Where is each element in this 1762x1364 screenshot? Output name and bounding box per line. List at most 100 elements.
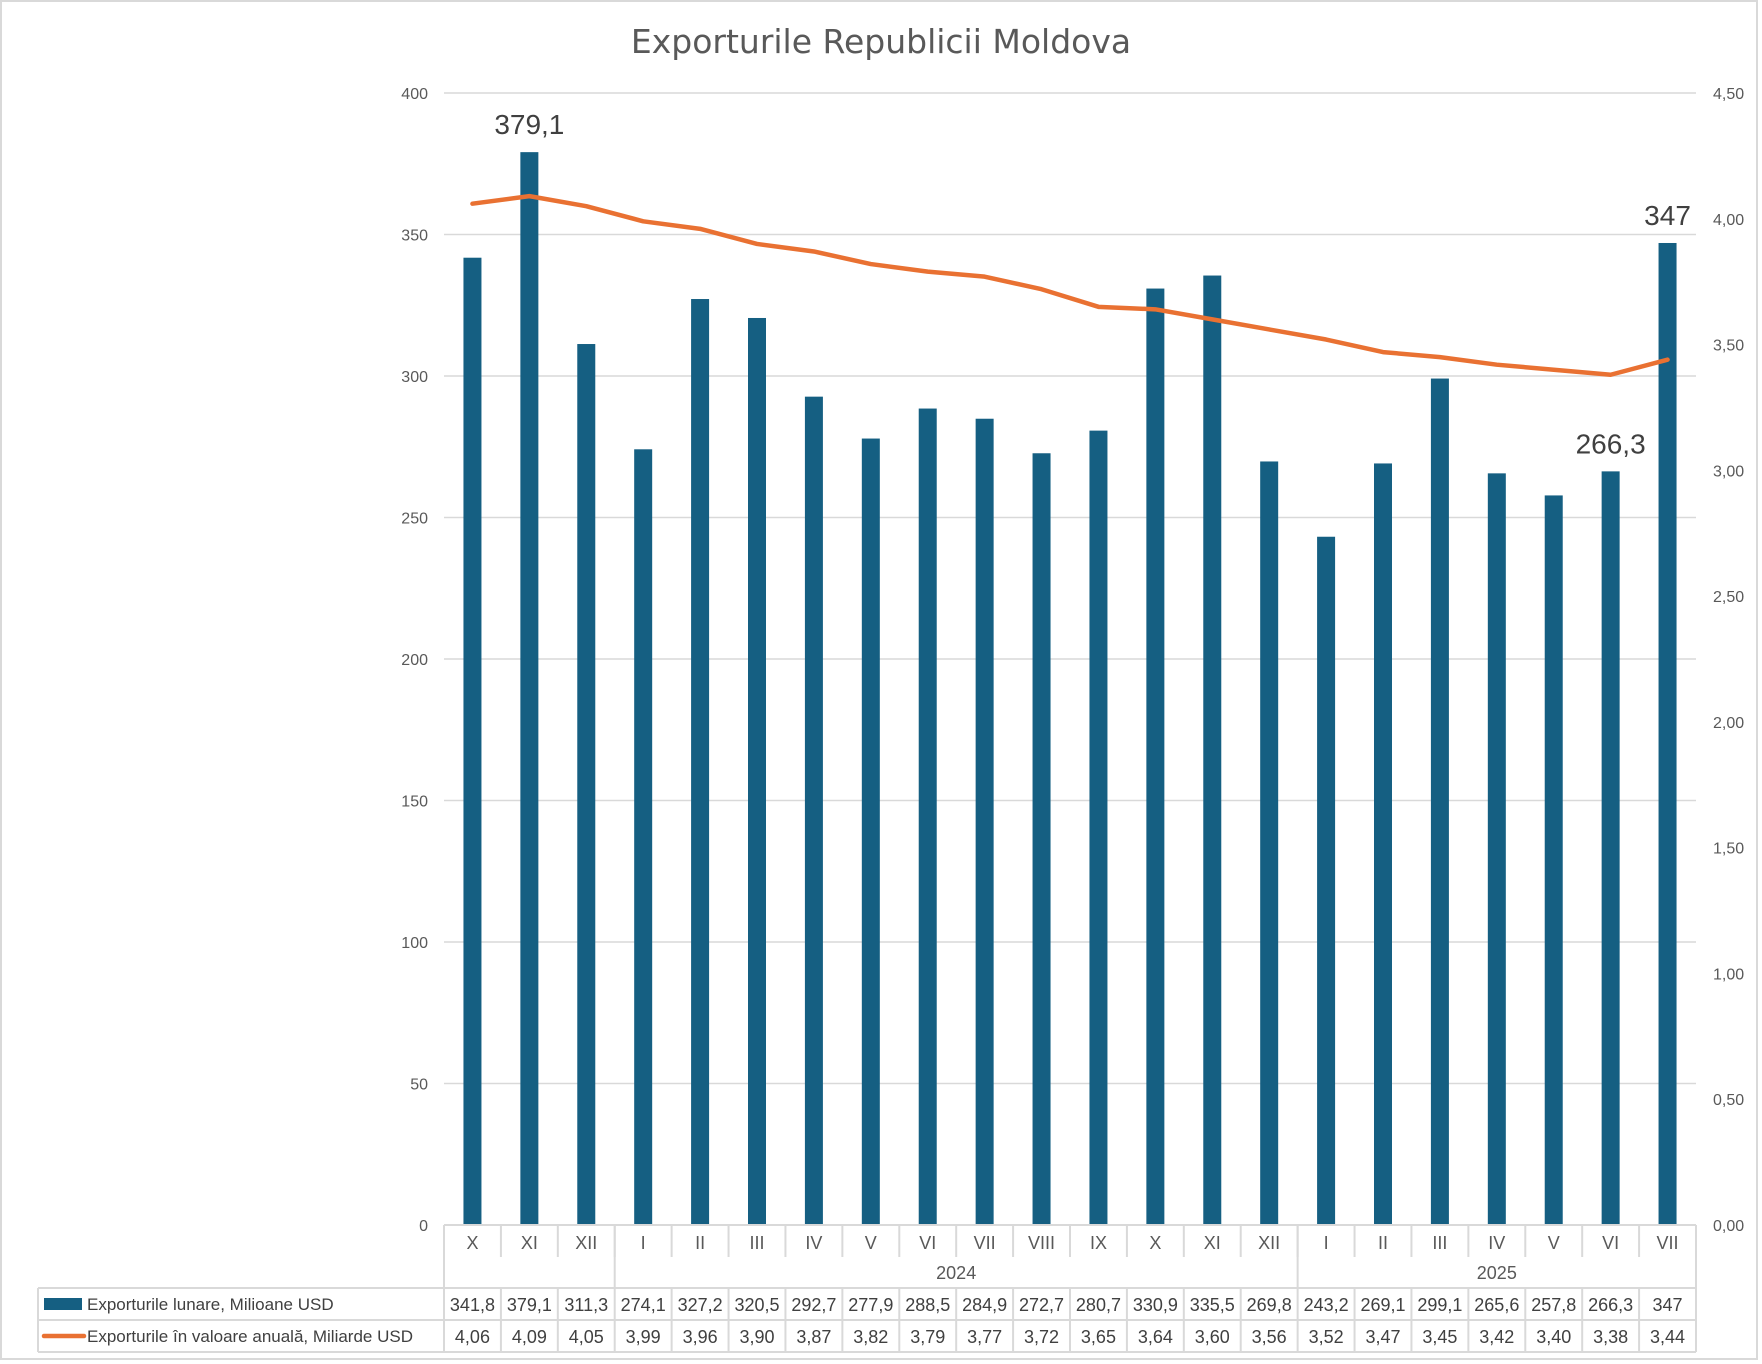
bar xyxy=(1430,378,1449,1225)
table-cell-line-value: 3,79 xyxy=(910,1327,945,1347)
bar-series xyxy=(463,152,1677,1226)
bar xyxy=(463,257,482,1225)
bar xyxy=(577,344,596,1225)
category-label: IV xyxy=(805,1233,822,1253)
line-path xyxy=(470,193,1670,377)
table-cell-bar-value: 265,6 xyxy=(1474,1295,1519,1315)
category-label: IX xyxy=(1090,1233,1107,1253)
category-label: XI xyxy=(1204,1233,1221,1253)
category-label: XII xyxy=(1258,1233,1280,1253)
table-cell-bar-value: 320,5 xyxy=(734,1295,779,1315)
bar xyxy=(1374,463,1392,1225)
right-axis-tick-label: 3,00 xyxy=(1713,463,1744,480)
right-axis-tick-label: 0,50 xyxy=(1713,1092,1744,1109)
right-axis-ticks: 0,00 0,50 1,00 1,50 2,00 2,50 3,00 3,50 4,00 4,50 xyxy=(1713,86,1744,1235)
table-cell-line-value: 3,99 xyxy=(626,1327,661,1347)
category-label: III xyxy=(1432,1233,1447,1253)
category-label: V xyxy=(1548,1233,1560,1253)
bar xyxy=(1203,275,1222,1225)
table-cell-line-value: 3,90 xyxy=(739,1327,774,1347)
table-cell-line-value: 3,60 xyxy=(1195,1327,1230,1347)
category-label: VII xyxy=(1657,1233,1679,1253)
category-label: VII xyxy=(974,1233,996,1253)
right-axis-tick-label: 3,50 xyxy=(1713,338,1744,355)
table-cell-bar-value: 292,7 xyxy=(791,1295,836,1315)
category-label: VIII xyxy=(1028,1233,1055,1253)
table-cell-line-value: 3,82 xyxy=(853,1327,888,1347)
table-cell-line-value: 3,38 xyxy=(1593,1327,1628,1347)
category-label: VI xyxy=(1602,1233,1619,1253)
table-cell-line-value: 3,87 xyxy=(796,1327,831,1347)
legend-label-line: Exporturile în valoare anuală, Miliarde … xyxy=(87,1327,413,1346)
table-cell-bar-value: 311,3 xyxy=(564,1295,608,1315)
table-cell-bar-value: 269,1 xyxy=(1360,1295,1405,1315)
bar xyxy=(1146,288,1165,1226)
legend-label-bars: Exporturile lunare, Milioane USD xyxy=(87,1295,334,1314)
category-label: IV xyxy=(1488,1233,1505,1253)
table-cell-bar-value: 266,3 xyxy=(1588,1295,1633,1315)
bar xyxy=(975,418,994,1225)
left-axis-tick-label: 0 xyxy=(419,1218,428,1235)
bar xyxy=(1487,473,1506,1225)
left-axis-ticks: 0 50 100 150 200 250 300 350 400 xyxy=(401,86,428,1235)
left-axis-tick-label: 250 xyxy=(401,511,428,528)
data-labels: 379,1 266,3 347 xyxy=(494,109,1691,459)
left-axis-tick-label: 300 xyxy=(401,369,428,386)
table-cell-bar-value: 330,9 xyxy=(1133,1295,1178,1315)
right-axis-tick-label: 1,50 xyxy=(1713,841,1744,858)
right-axis-tick-label: 4,00 xyxy=(1713,212,1744,229)
bar xyxy=(1089,430,1108,1225)
right-axis-tick-label: 2,50 xyxy=(1713,589,1744,606)
category-label: XI xyxy=(521,1233,538,1253)
table-cell-bar-value: 288,5 xyxy=(905,1295,950,1315)
table-cell-line-value: 3,42 xyxy=(1479,1327,1514,1347)
bar xyxy=(634,449,653,1225)
table-cell-bar-value: 257,8 xyxy=(1531,1295,1576,1315)
category-label: II xyxy=(1378,1233,1388,1253)
bar xyxy=(520,152,539,1226)
left-axis-tick-label: 200 xyxy=(401,652,428,669)
table-cell-bar-value: 284,9 xyxy=(962,1295,1007,1315)
bar xyxy=(691,299,710,1225)
right-axis-tick-label: 0,00 xyxy=(1713,1218,1744,1235)
bar xyxy=(861,438,880,1226)
table-cell-line-value: 4,06 xyxy=(455,1327,490,1347)
legend-key-bar xyxy=(44,1298,82,1310)
table-cell-bar-value: 277,9 xyxy=(848,1295,893,1315)
table-cell-line-value: 3,64 xyxy=(1138,1327,1173,1347)
table-cell-bar-value: 243,2 xyxy=(1304,1295,1349,1315)
bar xyxy=(1260,461,1279,1225)
category-label: II xyxy=(695,1233,705,1253)
left-axis-tick-label: 400 xyxy=(401,86,428,103)
table-cell-bar-value: 379,1 xyxy=(507,1295,552,1315)
table-cell-bar-value: 274,1 xyxy=(621,1295,666,1315)
table-cell-bar-value: 327,2 xyxy=(678,1295,723,1315)
bar xyxy=(1317,536,1336,1225)
table-cell-bar-value: 335,5 xyxy=(1190,1295,1235,1315)
table-cell-line-value: 3,56 xyxy=(1252,1327,1287,1347)
year-label: 2025 xyxy=(1477,1263,1517,1283)
bar xyxy=(1032,453,1051,1225)
left-axis-tick-label: 150 xyxy=(401,794,428,811)
category-label: VI xyxy=(919,1233,936,1253)
left-axis-tick-label: 100 xyxy=(401,935,428,952)
table-cell-line-value: 4,05 xyxy=(569,1327,604,1347)
right-axis-tick-label: 1,00 xyxy=(1713,966,1744,983)
bar xyxy=(804,396,823,1225)
table-cell-line-value: 3,44 xyxy=(1650,1327,1685,1347)
category-label: XII xyxy=(575,1233,597,1253)
category-label: V xyxy=(865,1233,877,1253)
table-cell-bar-value: 299,1 xyxy=(1417,1295,1462,1315)
data-label: 347 xyxy=(1644,200,1691,231)
category-label: III xyxy=(749,1233,764,1253)
year-label: 2024 xyxy=(936,1263,976,1283)
table-cell-line-value: 3,77 xyxy=(967,1327,1002,1347)
left-axis-tick-label: 50 xyxy=(410,1077,428,1094)
table-cell-line-value: 4,09 xyxy=(512,1327,547,1347)
table-cell-line-value: 3,52 xyxy=(1309,1327,1344,1347)
table-cell-line-value: 3,40 xyxy=(1536,1327,1571,1347)
table-cell-bar-value: 341,8 xyxy=(450,1295,495,1315)
